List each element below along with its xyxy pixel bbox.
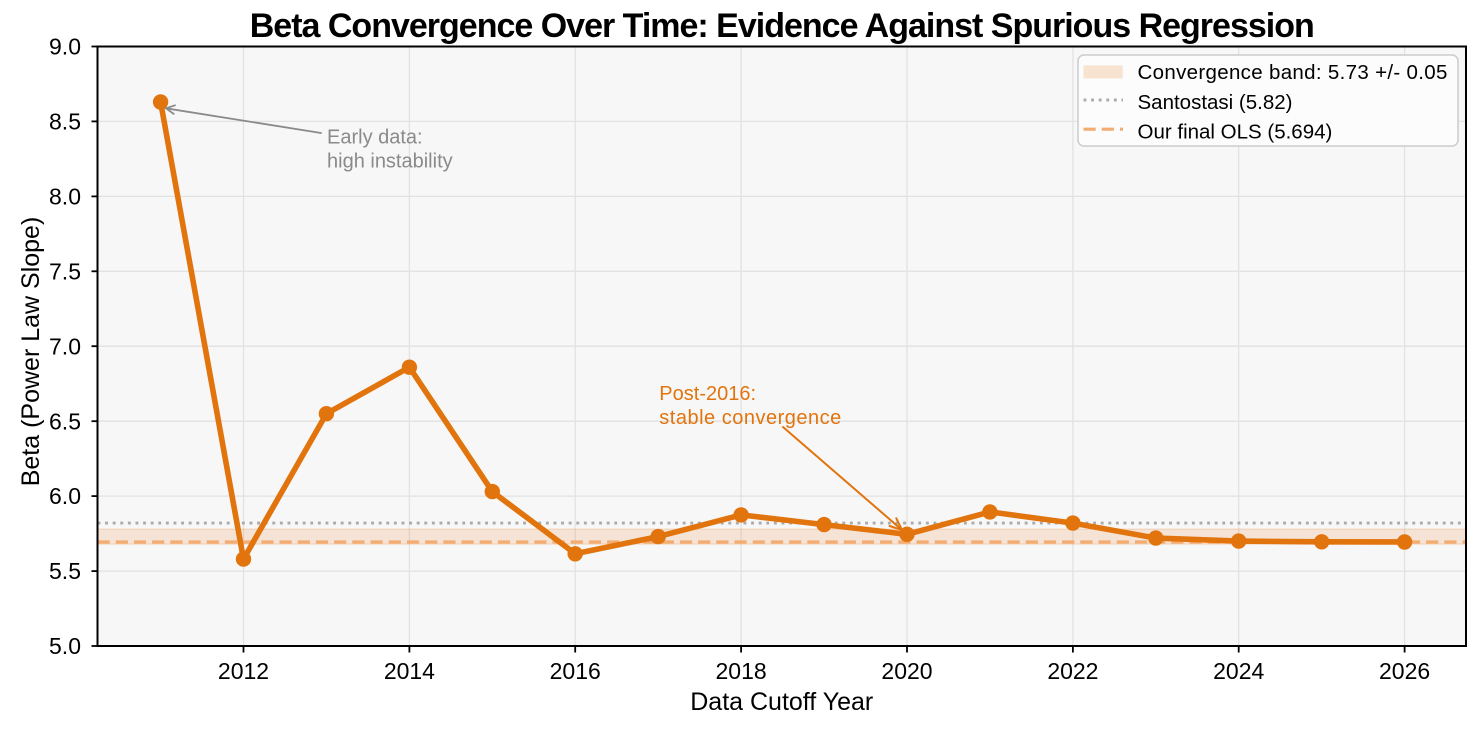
svg-text:2018: 2018 — [716, 658, 767, 684]
svg-text:Our final OLS (5.694): Our final OLS (5.694) — [1138, 121, 1333, 144]
svg-text:2014: 2014 — [384, 658, 435, 684]
svg-text:7.5: 7.5 — [49, 258, 81, 284]
svg-text:Early data:: Early data: — [327, 127, 423, 149]
svg-text:high instability: high instability — [327, 151, 453, 173]
svg-text:2012: 2012 — [218, 658, 269, 684]
svg-text:5.0: 5.0 — [49, 633, 81, 659]
svg-text:5.5: 5.5 — [49, 558, 81, 584]
svg-text:2020: 2020 — [881, 658, 932, 684]
svg-text:6.5: 6.5 — [49, 408, 81, 434]
svg-text:8.0: 8.0 — [49, 184, 81, 210]
svg-text:2022: 2022 — [1047, 658, 1098, 684]
svg-text:Post-2016:: Post-2016: — [659, 383, 756, 405]
svg-text:Convergence band: 5.73 +/- 0.0: Convergence band: 5.73 +/- 0.05 — [1138, 61, 1448, 84]
svg-text:7.0: 7.0 — [49, 333, 81, 359]
svg-text:Data Cutoff Year: Data Cutoff Year — [690, 688, 873, 716]
svg-text:6.0: 6.0 — [49, 483, 81, 509]
svg-text:Beta Convergence Over Time: Ev: Beta Convergence Over Time: Evidence Aga… — [250, 7, 1314, 45]
svg-text:Beta (Power Law Slope): Beta (Power Law Slope) — [17, 217, 45, 487]
svg-text:2024: 2024 — [1213, 658, 1264, 684]
svg-text:2026: 2026 — [1379, 658, 1430, 684]
svg-text:9.0: 9.0 — [49, 34, 81, 60]
svg-text:2016: 2016 — [550, 658, 601, 684]
svg-text:Santostasi (5.82): Santostasi (5.82) — [1138, 91, 1293, 114]
svg-text:8.5: 8.5 — [49, 109, 81, 135]
svg-text:stable convergence: stable convergence — [659, 407, 841, 429]
